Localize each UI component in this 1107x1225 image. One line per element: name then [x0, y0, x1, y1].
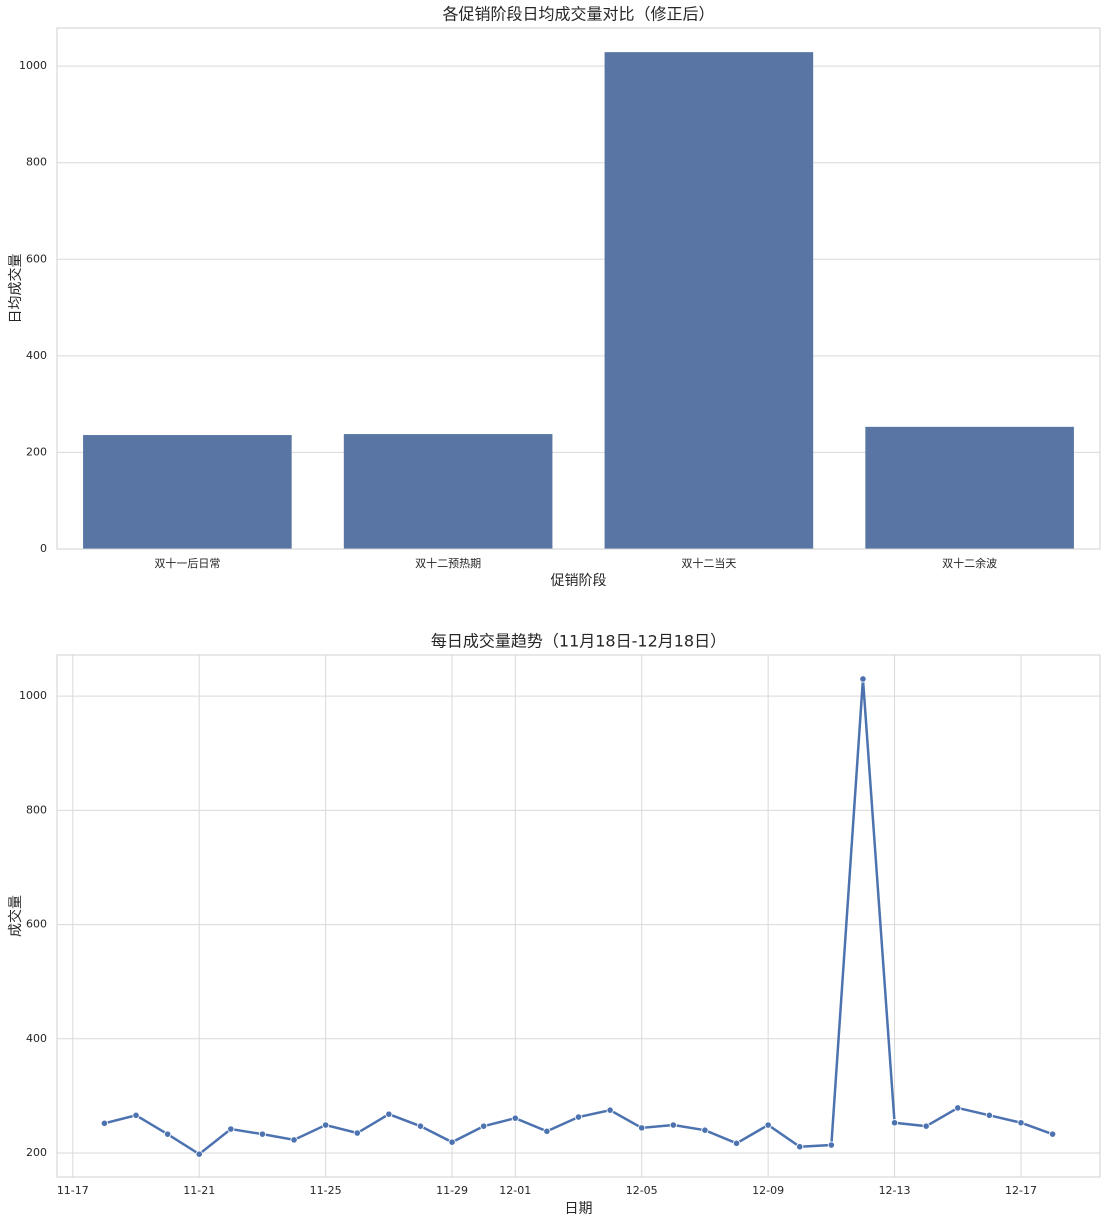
y-axis-label: 成交量 [7, 895, 24, 937]
x-tick-label: 双十二余波 [942, 556, 997, 570]
y-tick-label: 400 [26, 1032, 47, 1045]
x-tick-label: 12-05 [626, 1184, 658, 1197]
x-tick-label: 11-29 [436, 1184, 468, 1197]
point [480, 1122, 488, 1130]
y-tick-label: 200 [26, 445, 47, 458]
x-tick-label: 双十二预热期 [415, 556, 481, 570]
chart-title: 每日成交量趋势（11月18日-12月18日） [431, 632, 726, 651]
bar [83, 435, 292, 549]
x-tick-label: 11-25 [310, 1184, 342, 1197]
bar [865, 426, 1074, 549]
point [385, 1110, 393, 1118]
point [227, 1125, 235, 1133]
point [164, 1130, 172, 1138]
y-tick-label: 200 [26, 1146, 47, 1159]
point [322, 1121, 330, 1129]
point [1017, 1119, 1025, 1127]
x-axis-label: 日期 [565, 1201, 593, 1217]
point [796, 1143, 804, 1151]
plot-border [56, 27, 1101, 550]
point [132, 1111, 140, 1119]
x-tick-label: 双十二当天 [681, 556, 736, 570]
y-tick-label: 800 [26, 156, 47, 169]
y-tick-label: 1000 [19, 59, 47, 72]
x-tick-label: 12-13 [879, 1184, 911, 1197]
point [258, 1130, 267, 1138]
point [954, 1104, 962, 1112]
point [100, 1119, 109, 1127]
point [511, 1114, 519, 1122]
x-axis-label: 促销阶段 [551, 573, 607, 589]
line [104, 678, 1054, 1156]
x-tick-label: 12-09 [752, 1184, 784, 1197]
point [195, 1150, 203, 1158]
point [543, 1127, 551, 1135]
point [922, 1122, 930, 1130]
point [606, 1106, 614, 1114]
y-tick-label: 800 [26, 803, 47, 816]
point [890, 1119, 899, 1127]
point [1048, 1130, 1057, 1138]
bar [604, 52, 814, 549]
y-tick-label: 600 [26, 252, 47, 265]
y-axis-label: 日均成交量 [7, 254, 24, 324]
y-tick-label: 0 [40, 542, 47, 555]
point [827, 1141, 835, 1149]
x-tick-label: 12-01 [499, 1184, 531, 1197]
point [732, 1139, 741, 1147]
point [701, 1126, 709, 1134]
point [638, 1124, 646, 1132]
point [764, 1121, 772, 1129]
point [416, 1122, 425, 1130]
bar [343, 434, 553, 549]
chart-title: 各促销阶段日均成交量对比（修正后） [442, 5, 714, 24]
x-tick-label: 11-21 [183, 1184, 215, 1197]
point [290, 1136, 298, 1144]
y-tick-label: 600 [26, 918, 47, 931]
y-tick-label: 1000 [19, 689, 47, 702]
point [448, 1138, 456, 1146]
x-tick-label: 11-17 [57, 1184, 89, 1197]
x-tick-label: 12-17 [1005, 1184, 1037, 1197]
y-tick-label: 400 [26, 349, 47, 362]
point [353, 1129, 361, 1137]
point [859, 675, 867, 683]
plot-border [56, 654, 1101, 1178]
point [574, 1113, 583, 1121]
point [985, 1111, 993, 1119]
x-tick-label: 双十一后日常 [154, 556, 220, 570]
point [669, 1121, 677, 1129]
